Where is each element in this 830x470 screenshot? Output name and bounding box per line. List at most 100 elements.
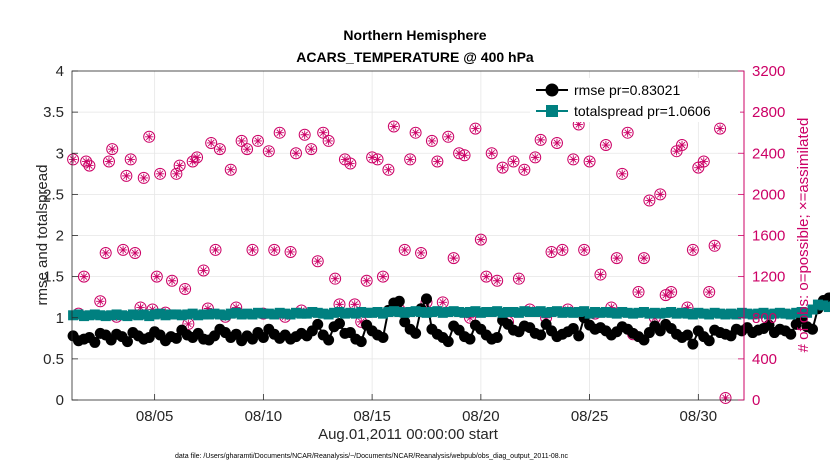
obs-assimilated-marker <box>460 151 469 160</box>
obs-possible-marker <box>241 143 254 156</box>
totalspread-point <box>285 309 296 320</box>
totalspread-point <box>551 306 562 317</box>
y-axis-right-label: # of obs: o=possible; ×=assimilated <box>795 118 812 353</box>
totalspread-point <box>454 306 465 317</box>
obs-possible-marker <box>697 155 710 168</box>
rmse-point <box>464 333 476 345</box>
totalspread-point <box>807 304 818 315</box>
obs-possible-marker <box>197 264 210 277</box>
obs-assimilated-marker <box>520 165 529 174</box>
obs-possible-marker <box>106 143 119 156</box>
obs-point <box>209 243 222 256</box>
obs-point <box>567 153 580 166</box>
totalspread-point <box>693 307 704 318</box>
rmse-point <box>687 338 699 350</box>
obs-assimilated-marker <box>378 272 388 281</box>
x-tick-label: 08/10 <box>245 408 283 425</box>
totalspread-point <box>323 309 334 320</box>
obs-possible-marker <box>474 233 487 246</box>
obs-point <box>469 122 482 135</box>
legend-totalspread-label: totalspread pr=1.0606 <box>574 103 711 119</box>
totalspread-point <box>595 307 606 318</box>
obs-assimilated-marker <box>357 317 366 327</box>
obs-assimilated-marker <box>318 128 328 137</box>
obs-possible-marker <box>686 243 699 256</box>
obs-point <box>697 155 710 168</box>
totalspread-point <box>68 310 79 321</box>
obs-assimilated-marker <box>498 163 507 172</box>
obs-point <box>621 126 634 139</box>
obs-assimilated-marker <box>607 303 616 312</box>
obs-assimilated-marker <box>574 120 583 129</box>
obs-assimilated-marker <box>476 235 486 244</box>
obs-possible-marker <box>415 246 428 259</box>
totalspread-point <box>329 307 340 318</box>
obs-point <box>83 159 96 172</box>
obs-possible-marker <box>387 120 400 133</box>
totalspread-point <box>704 309 715 320</box>
data-file-footer: data file: /Users/gharamti/Documents/NCA… <box>175 453 569 460</box>
legend-box <box>530 78 740 122</box>
totalspread-point <box>497 307 508 318</box>
legend-rmse-marker <box>545 83 559 97</box>
y-left-tick-label: 0 <box>56 392 64 409</box>
obs-assimilated-marker <box>699 157 708 166</box>
rmse-point <box>703 335 715 347</box>
rmse-point <box>785 328 797 340</box>
totalspread-point <box>106 310 117 321</box>
obs-assimilated-marker <box>585 157 594 166</box>
obs-possible-marker <box>376 270 389 283</box>
obs-assimilated-marker <box>487 149 496 158</box>
obs-possible-marker <box>599 139 612 152</box>
obs-point <box>415 246 428 259</box>
x-axis-label: Aug.01,2011 00:00:00 start <box>318 426 499 443</box>
obs-point <box>556 243 569 256</box>
obs-possible-marker <box>637 252 650 265</box>
obs-assimilated-marker <box>492 276 502 285</box>
obs-possible-marker <box>143 130 156 143</box>
totalspread-point <box>611 308 622 319</box>
totalspread-point <box>709 307 720 318</box>
rmse-point <box>410 327 422 339</box>
obs-possible-marker <box>80 155 93 168</box>
obs-assimilated-marker <box>184 319 193 329</box>
obs-assimilated-marker <box>362 276 371 285</box>
obs-possible-marker <box>120 169 133 182</box>
obs-possible-marker <box>382 163 395 176</box>
totalspread-point <box>225 308 236 319</box>
totalspread-point <box>160 310 171 321</box>
obs-point <box>529 151 542 164</box>
obs-possible-marker <box>567 153 580 166</box>
totalspread-point <box>73 309 84 320</box>
obs-possible-marker <box>676 139 689 152</box>
obs-assimilated-marker <box>203 304 213 313</box>
obs-assimilated-marker <box>79 272 89 281</box>
rmse-point <box>323 334 335 346</box>
totalspread-point <box>252 307 263 318</box>
y-left-tick-label: 0.5 <box>43 351 64 368</box>
obs-point <box>594 268 607 281</box>
obs-assimilated-marker <box>612 253 621 263</box>
totalspread-point <box>274 307 285 318</box>
obs-possible-marker <box>556 243 569 256</box>
totalspread-point <box>410 306 421 317</box>
obs-assimilated-marker <box>438 298 447 307</box>
obs-point <box>94 295 107 308</box>
obs-point <box>676 139 689 152</box>
totalspread-point <box>122 311 133 322</box>
totalspread-point <box>715 308 726 319</box>
obs-possible-marker <box>719 391 732 404</box>
obs-assimilated-marker <box>373 155 382 164</box>
obs-point <box>458 149 471 162</box>
x-tick-label: 08/30 <box>680 408 718 425</box>
obs-point <box>447 252 460 265</box>
totalspread-point <box>769 308 780 319</box>
obs-point <box>166 274 179 287</box>
totalspread-point <box>448 306 459 317</box>
totalspread-point <box>78 311 89 322</box>
totalspread-point <box>780 308 791 319</box>
totalspread-point <box>475 307 486 318</box>
totalspread-point <box>720 309 731 320</box>
obs-possible-marker <box>311 255 324 268</box>
totalspread-point <box>334 306 345 317</box>
